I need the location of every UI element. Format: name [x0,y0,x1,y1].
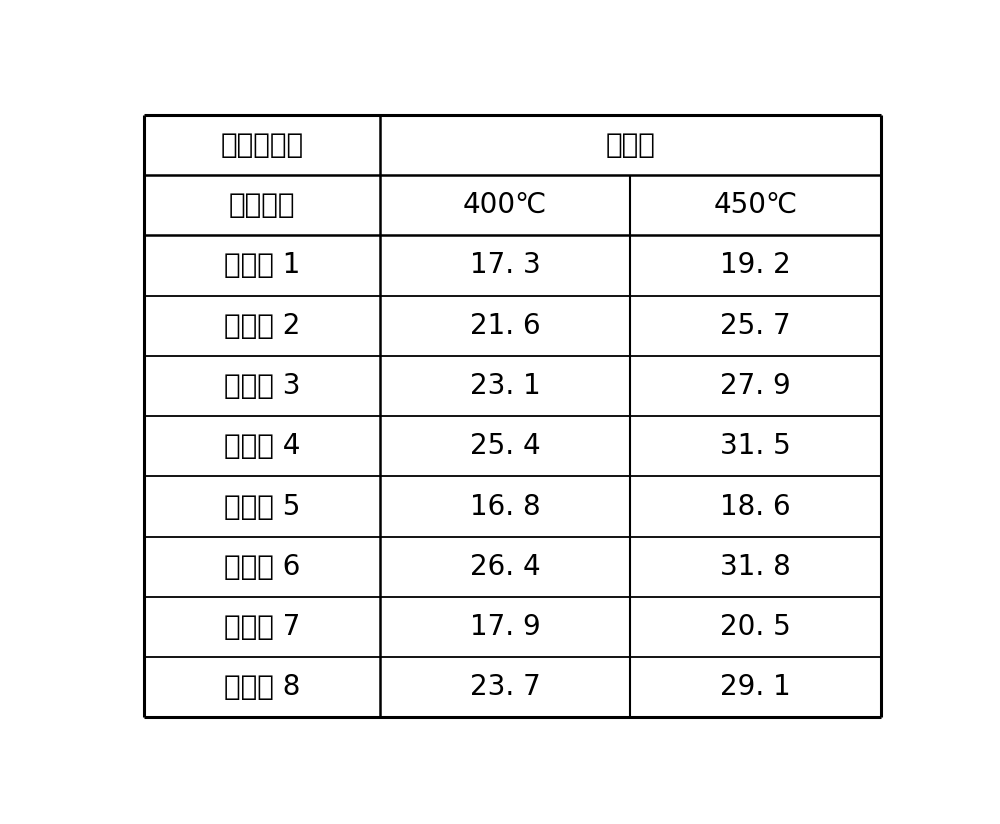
Text: 23. 7: 23. 7 [470,673,541,701]
Text: 实施例 3: 实施例 3 [224,372,300,400]
Text: 25. 4: 25. 4 [470,433,540,461]
Text: 18. 6: 18. 6 [720,493,791,521]
Text: 实施例 1: 实施例 1 [224,251,300,279]
Text: 19. 2: 19. 2 [720,251,791,279]
Text: 20. 5: 20. 5 [720,613,791,641]
Text: 27. 9: 27. 9 [720,372,791,400]
Text: 23. 1: 23. 1 [470,372,541,400]
Text: 16. 8: 16. 8 [470,493,540,521]
Text: 25. 7: 25. 7 [720,311,791,339]
Text: 实施例 6: 实施例 6 [224,553,300,581]
Text: 450℃: 450℃ [713,191,798,219]
Text: 29. 1: 29. 1 [720,673,791,701]
Text: 实施例 4: 实施例 4 [224,433,300,461]
Text: 21. 6: 21. 6 [470,311,540,339]
Text: 实施例 7: 实施例 7 [224,613,300,641]
Text: 31. 8: 31. 8 [720,553,791,581]
Text: 实施例 2: 实施例 2 [224,311,300,339]
Text: 17. 9: 17. 9 [470,613,541,641]
Text: 26. 4: 26. 4 [470,553,540,581]
Text: 实施例 5: 实施例 5 [224,493,300,521]
Text: 31. 5: 31. 5 [720,433,791,461]
Text: 反应温度: 反应温度 [229,191,295,219]
Text: 催化剂编号: 催化剂编号 [221,131,304,159]
Text: 400℃: 400℃ [463,191,547,219]
Text: 实施例 8: 实施例 8 [224,673,300,701]
Text: 17. 3: 17. 3 [470,251,541,279]
Text: 转化率: 转化率 [605,131,655,159]
